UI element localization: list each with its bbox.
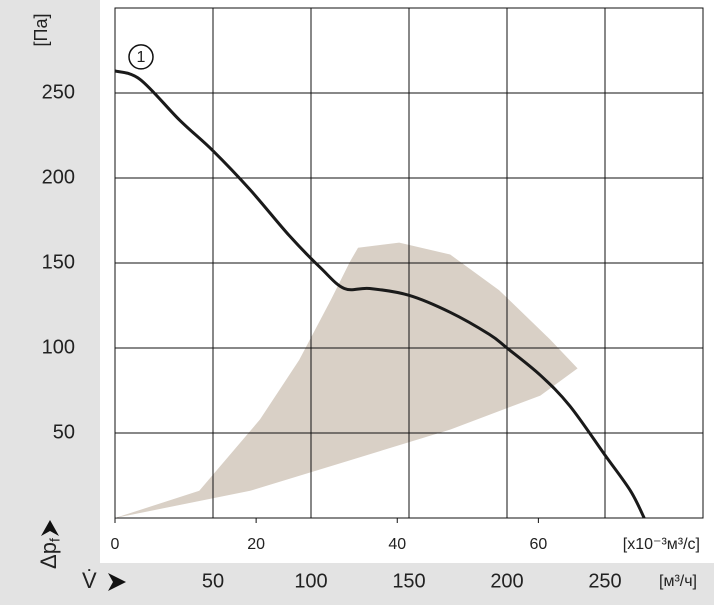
y-unit: [Па] [31,14,51,47]
x-tick-label: 50 [202,570,224,592]
y-label-sub: f [47,538,63,542]
operating-region [115,242,578,518]
curve [114,69,646,519]
x2-tick-label: 0 [111,536,120,553]
curve-label-circle [128,44,154,70]
y-label-text: Δp [36,542,61,569]
x2-tick-label: 40 [388,536,406,553]
y-tick-label: 250 [42,81,75,103]
y-tick-label: 200 [42,166,75,188]
y-tick-label: 150 [42,251,75,273]
x-tick-label: 100 [294,570,327,592]
y-tick-label: 100 [42,336,75,358]
x2-tick-label: 60 [529,536,547,553]
x2-tick-label: 20 [247,536,265,553]
curve-label: 1 [137,49,146,66]
arrow [41,520,59,536]
arrow [108,573,126,591]
x-unit: [м³/ч] [659,573,697,590]
y-tick-label: 50 [53,421,75,443]
x-label: V̇ [82,568,97,593]
x-tick-label: 250 [588,570,621,592]
left-band [0,0,100,563]
x-tick-label: 200 [490,570,523,592]
x-tick-label: 150 [392,570,425,592]
y-label: Δp f [36,520,63,569]
x2-unit: [x10⁻³м³/с] [623,536,700,553]
